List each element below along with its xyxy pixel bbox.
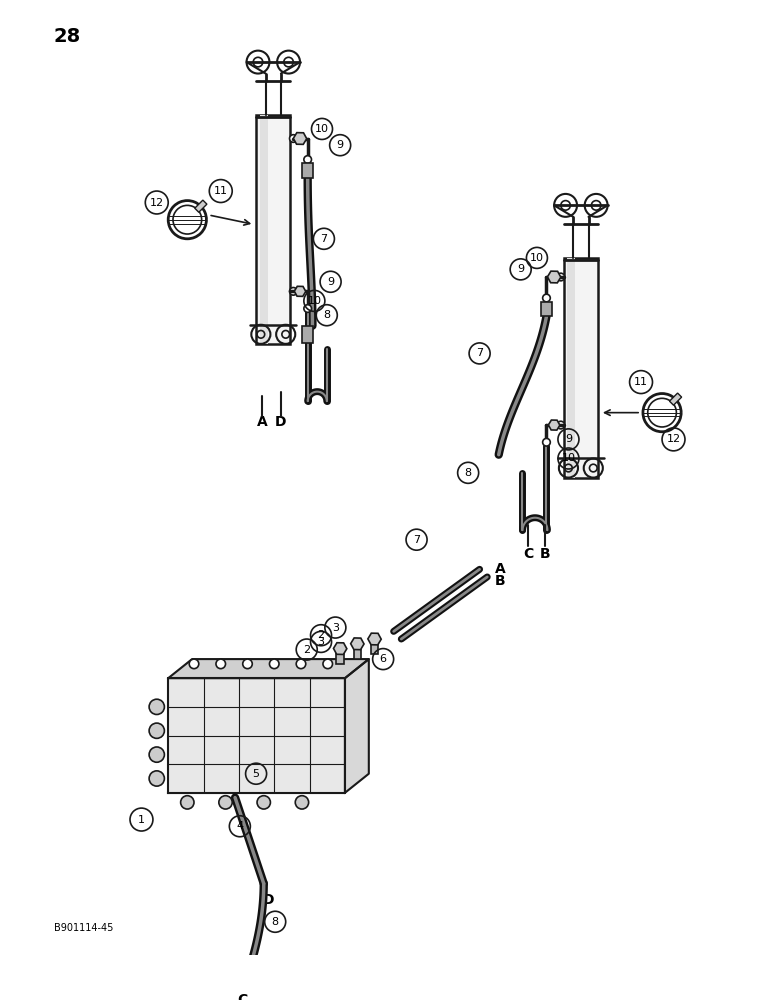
- FancyBboxPatch shape: [567, 258, 575, 478]
- Text: D: D: [275, 415, 286, 429]
- Text: A: A: [495, 562, 506, 576]
- Text: 7: 7: [476, 348, 483, 358]
- Text: B901114-45: B901114-45: [53, 923, 113, 933]
- Bar: [337, 652, 344, 664]
- Circle shape: [181, 796, 194, 809]
- Text: 5: 5: [252, 769, 259, 779]
- Text: 9: 9: [565, 434, 572, 444]
- Text: 3: 3: [332, 623, 339, 633]
- Text: 28: 28: [53, 27, 81, 46]
- Circle shape: [257, 796, 270, 809]
- Text: 2: 2: [303, 645, 310, 655]
- Text: 4: 4: [236, 821, 243, 831]
- Circle shape: [149, 747, 164, 762]
- Text: 8: 8: [272, 917, 279, 927]
- Circle shape: [296, 659, 306, 669]
- Text: 12: 12: [666, 434, 681, 444]
- Circle shape: [149, 723, 164, 738]
- Text: 2: 2: [317, 630, 324, 640]
- Text: C: C: [238, 993, 248, 1000]
- Bar: [354, 648, 361, 659]
- Text: 9: 9: [327, 277, 334, 287]
- Circle shape: [304, 156, 311, 163]
- Circle shape: [290, 135, 297, 142]
- Text: 9: 9: [517, 264, 524, 274]
- Circle shape: [304, 305, 311, 312]
- Circle shape: [218, 796, 232, 809]
- Circle shape: [189, 659, 198, 669]
- Circle shape: [149, 771, 164, 786]
- Text: 11: 11: [214, 186, 228, 196]
- Bar: [371, 643, 378, 654]
- Circle shape: [543, 294, 550, 302]
- Bar: [302, 163, 313, 178]
- Text: 11: 11: [634, 377, 648, 387]
- Polygon shape: [345, 659, 369, 793]
- Circle shape: [543, 438, 550, 446]
- Text: C: C: [523, 547, 533, 561]
- Bar: [302, 326, 313, 343]
- Circle shape: [290, 288, 297, 295]
- Text: B: B: [540, 547, 550, 561]
- Text: 12: 12: [150, 198, 164, 208]
- Text: 7: 7: [413, 535, 420, 545]
- Text: A: A: [256, 415, 267, 429]
- Polygon shape: [168, 659, 369, 678]
- Circle shape: [557, 273, 564, 281]
- FancyBboxPatch shape: [564, 258, 598, 478]
- Text: 10: 10: [561, 453, 575, 463]
- Circle shape: [242, 659, 252, 669]
- Text: 1: 1: [138, 815, 145, 825]
- Text: 8: 8: [323, 310, 330, 320]
- Text: B: B: [495, 574, 506, 588]
- Text: D: D: [262, 893, 274, 907]
- Text: 9: 9: [337, 140, 344, 150]
- Text: 10: 10: [315, 124, 329, 134]
- FancyBboxPatch shape: [256, 115, 290, 344]
- Text: 10: 10: [530, 253, 544, 263]
- Text: 6: 6: [380, 654, 387, 664]
- Text: 3: 3: [317, 637, 324, 647]
- Circle shape: [295, 796, 309, 809]
- Bar: [195, 200, 207, 212]
- Circle shape: [216, 659, 225, 669]
- Circle shape: [149, 699, 164, 714]
- Text: 7: 7: [320, 234, 327, 244]
- Polygon shape: [168, 678, 345, 793]
- FancyBboxPatch shape: [260, 115, 268, 344]
- Text: 10: 10: [307, 296, 321, 306]
- Circle shape: [269, 659, 279, 669]
- Circle shape: [557, 421, 564, 429]
- Text: 8: 8: [465, 468, 472, 478]
- Bar: [540, 302, 552, 316]
- Bar: [669, 393, 682, 405]
- Circle shape: [323, 659, 333, 669]
